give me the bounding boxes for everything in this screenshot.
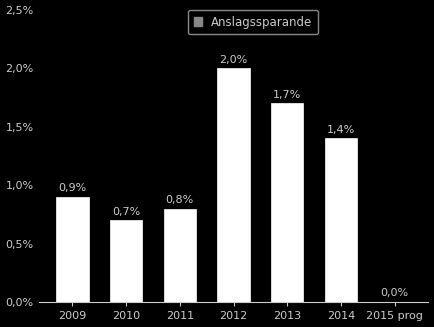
Bar: [217, 68, 250, 302]
Text: 0,9%: 0,9%: [58, 183, 87, 194]
Text: 0,8%: 0,8%: [166, 195, 194, 205]
Text: 0,0%: 0,0%: [381, 288, 409, 298]
Bar: [110, 220, 142, 302]
Bar: [325, 138, 357, 302]
Text: 0,7%: 0,7%: [112, 207, 140, 217]
Text: 2,0%: 2,0%: [220, 55, 248, 65]
Bar: [164, 209, 196, 302]
Legend: Anslagssparande: Anslagssparande: [187, 9, 319, 34]
Text: 1,7%: 1,7%: [273, 90, 301, 100]
Bar: [56, 197, 89, 302]
Bar: [271, 103, 303, 302]
Text: 1,4%: 1,4%: [327, 125, 355, 135]
